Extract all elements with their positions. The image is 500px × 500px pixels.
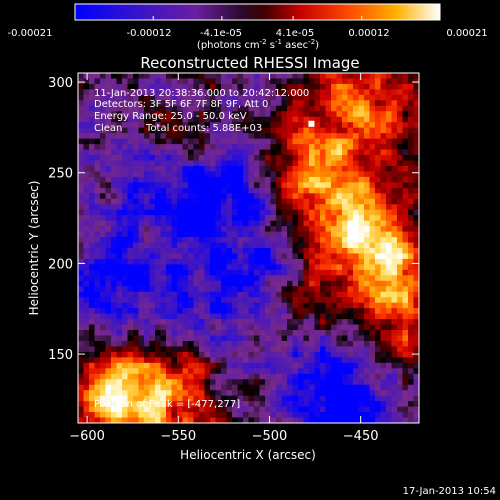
colorbar-tick-label: 0.00012 (348, 28, 389, 39)
annotation-peak-position: Position of Peak = [-477,277] (94, 399, 240, 410)
colorbar-units: (photons cm-2 s-1 asec-2) (197, 38, 319, 51)
x-tick-label: −550 (160, 429, 196, 444)
colorbar-tick-label: -0.00021 (8, 28, 53, 39)
annotation-clean: Clean (94, 123, 122, 134)
colorbar (74, 3, 441, 21)
annotation-detectors: Detectors: 3F 5F 6F 7F 8F 9F, Att 0 (94, 99, 268, 110)
y-tick-label: 300 (48, 76, 73, 91)
chart-title: Reconstructed RHESSI Image (140, 54, 359, 72)
plot-frame (77, 72, 420, 424)
footer-date: 17-Jan-2013 10:54 (403, 486, 496, 497)
annotation-total-counts: Total counts: 5.88E+03 (145, 123, 262, 134)
annotation-time-range: 11-Jan-2013 20:38:36.000 to 20:42:12.000 (94, 88, 309, 99)
peak-marker (308, 120, 315, 127)
x-tick-label: −600 (69, 429, 105, 444)
colorbar-tick-label: 4.1e-05 (276, 28, 314, 39)
axis-ticks (78, 73, 419, 423)
annotation-block: 11-Jan-2013 20:38:36.000 to 20:42:12.000… (94, 88, 309, 410)
colorbar-tick-label: -4.1e-05 (200, 28, 242, 39)
colorbar-tick-label: -0.00012 (127, 28, 172, 39)
colorbar-tick-label: 0.00021 (446, 28, 487, 39)
x-axis-title: Heliocentric X (arcsec) (180, 448, 316, 462)
heatmap-image (78, 73, 419, 423)
y-axis-title: Heliocentric Y (arcsec) (27, 181, 41, 316)
axis-tick-labels: −600 −550 −500 −450 150 200 250 300 (48, 76, 378, 444)
y-tick-label: 150 (48, 348, 73, 363)
colorbar-ticks (74, 16, 441, 20)
y-tick-label: 200 (48, 257, 73, 272)
annotation-energy-range: Energy Range: 25.0 - 50.0 keV (94, 111, 247, 122)
y-tick-label: 250 (48, 167, 73, 182)
x-tick-label: −450 (343, 429, 379, 444)
x-tick-label: −500 (252, 429, 288, 444)
